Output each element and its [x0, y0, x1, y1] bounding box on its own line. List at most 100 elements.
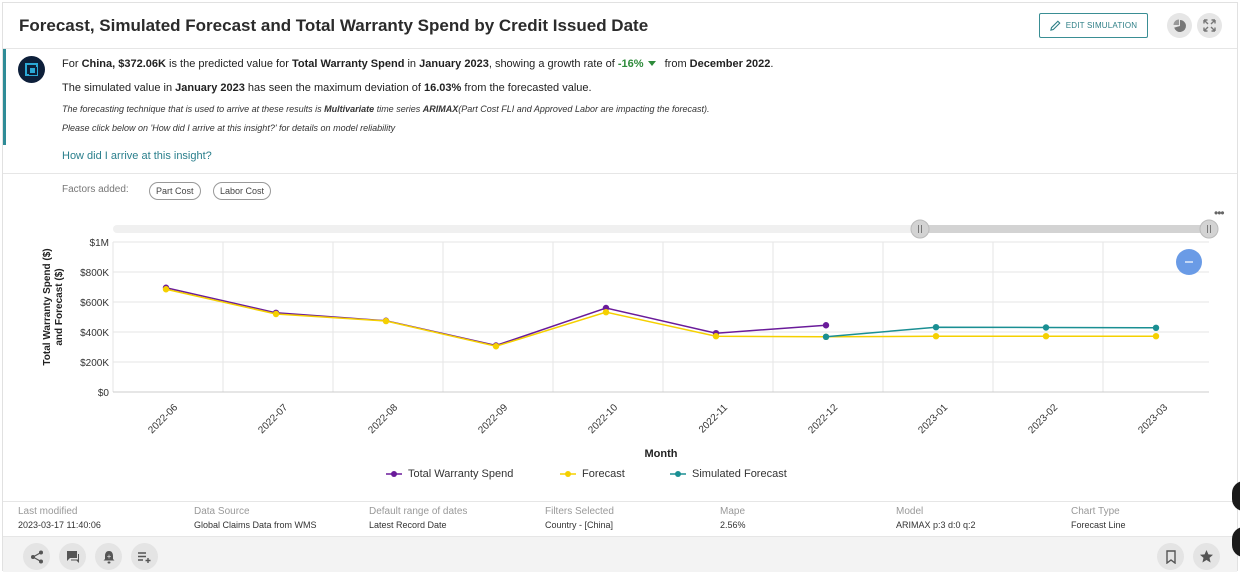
y-axis-label-line-2: and Forecast ($)	[54, 268, 65, 345]
y-tick-label: $1M	[90, 238, 109, 249]
favorite-button[interactable]	[1193, 543, 1220, 570]
share-button[interactable]	[23, 543, 50, 570]
legend-item-forecast[interactable]: Forecast	[560, 467, 625, 481]
x-tick-label: 2022-10	[586, 402, 620, 436]
share-icon	[30, 550, 43, 563]
comment-button[interactable]	[59, 543, 86, 570]
data-point	[712, 333, 720, 340]
legend-marker-purple	[386, 471, 402, 477]
x-tick-label: 2022-08	[366, 402, 400, 436]
minus-icon	[1185, 261, 1193, 263]
x-tick-label: 2022-12	[806, 402, 840, 436]
x-tick-label: 2022-11	[697, 402, 731, 436]
meta-key: Last modified	[18, 506, 78, 517]
y-tick-label: $600K	[80, 298, 109, 309]
text-l2c: from the forecasted value.	[464, 82, 592, 94]
text-l2a: The simulated value in	[62, 82, 173, 94]
text-l2b: has seen the maximum deviation of	[247, 82, 421, 94]
insight-deviation: 16.03%	[424, 82, 462, 94]
data-point	[1042, 333, 1050, 340]
data-point	[932, 324, 940, 331]
chart-type-button[interactable]	[1167, 13, 1192, 38]
meta-filters: Filters Selected Country - [China]	[545, 506, 614, 530]
bookmark-button[interactable]	[1157, 543, 1184, 570]
insight-metric: Total Warranty Spend	[291, 58, 405, 70]
legend-label: Simulated Forecast	[692, 468, 787, 480]
expand-icon	[1203, 19, 1216, 32]
data-point	[822, 333, 830, 340]
svg-text:+: +	[106, 553, 111, 560]
series-line-simulated-forecast	[825, 326, 1157, 338]
data-point	[1152, 324, 1160, 331]
meta-key: Mape	[720, 506, 746, 517]
legend-item-simulated-forecast[interactable]: Simulated Forecast	[670, 467, 787, 481]
data-point	[602, 309, 610, 316]
text-in: in	[407, 58, 417, 70]
data-point	[492, 343, 500, 350]
more-options-icon[interactable]: •••	[1214, 206, 1225, 220]
insight-line-1: For China, $372.06K is the predicted val…	[62, 58, 774, 70]
x-tick-label: 2022-06	[146, 402, 180, 436]
meta-key: Default range of dates	[369, 506, 468, 517]
text-for: For	[62, 58, 79, 70]
data-point	[382, 317, 390, 325]
insight-country: China	[81, 58, 113, 70]
data-point	[1152, 333, 1160, 340]
range-slider-selection[interactable]	[920, 225, 1209, 233]
text-mid: is the predicted value for	[169, 58, 289, 70]
comment-icon	[66, 550, 79, 563]
floating-widget-handle[interactable]	[1232, 481, 1240, 511]
meta-last-modified: Last modified 2023-03-17 11:40:06	[18, 506, 101, 530]
factor-chip-part-cost[interactable]: Part Cost	[149, 182, 201, 200]
x-tick-label: 2022-07	[256, 402, 290, 436]
insight-sim-month: January 2023	[175, 82, 245, 94]
text-l3a: The forecasting technique that is used t…	[62, 104, 322, 114]
chart-grid	[112, 241, 1209, 393]
meta-value: 2.56%	[720, 520, 746, 530]
widget-title: Forecast, Simulated Forecast and Total W…	[19, 16, 649, 35]
insight-prev-month: December 2022	[689, 58, 771, 70]
series-line-forecast	[165, 288, 1156, 348]
meta-date-range: Default range of dates Latest Record Date	[369, 506, 467, 530]
range-slider-handle-left[interactable]	[910, 219, 930, 239]
meta-value: Country - [China]	[545, 520, 614, 530]
insight-line-3: The forecasting technique that is used t…	[62, 104, 710, 114]
pie-chart-icon	[1173, 19, 1186, 32]
edit-simulation-button[interactable]: EDIT SIMULATION	[1039, 13, 1148, 38]
text-l3c: (Part Cost FLI and Approved Labor are im…	[458, 104, 710, 114]
how-did-i-arrive-link[interactable]: How did I arrive at this insight?	[62, 150, 212, 162]
collapse-button[interactable]	[1176, 249, 1202, 275]
x-tick-label: 2022-09	[476, 402, 510, 436]
text-from: from	[664, 58, 687, 70]
insight-accent-bar	[3, 49, 6, 145]
y-tick-label: $0	[98, 388, 110, 399]
meta-value: Latest Record Date	[369, 520, 447, 530]
x-axis-label: Month	[645, 448, 678, 460]
legend-item-total-warranty-spend[interactable]: Total Warranty Spend	[386, 467, 513, 481]
floating-widget-handle[interactable]	[1232, 527, 1240, 557]
add-to-list-button[interactable]	[131, 543, 158, 570]
meta-key: Model	[896, 506, 924, 517]
meta-mape: Mape 2.56%	[720, 506, 746, 530]
meta-data-source: Data Source Global Claims Data from WMS	[194, 506, 317, 530]
x-tick-label: 2023-01	[916, 402, 950, 436]
data-point	[162, 286, 170, 293]
alert-button[interactable]: +	[95, 543, 122, 570]
y-axis-ticks: $0 $200K $400K $600K $800K $1M	[80, 238, 109, 399]
chart-series	[162, 284, 1160, 350]
meta-value: Forecast Line	[1071, 520, 1126, 530]
brand-logo-icon	[18, 56, 45, 83]
y-tick-label: $800K	[80, 268, 109, 279]
meta-model: Model ARIMAX p:3 d:0 q:2	[896, 506, 976, 530]
data-point	[822, 322, 830, 329]
x-tick-label: 2023-02	[1026, 402, 1060, 436]
insight-predicted-value: $372.06K	[118, 58, 166, 70]
range-slider-handle-right[interactable]	[1199, 219, 1219, 239]
meta-value: ARIMAX p:3 d:0 q:2	[896, 520, 976, 530]
insight-line-4: Please click below on 'How did I arrive …	[62, 123, 396, 133]
expand-button[interactable]	[1197, 13, 1222, 38]
meta-key: Filters Selected	[545, 506, 614, 517]
factor-chip-labor-cost[interactable]: Labor Cost	[213, 182, 272, 200]
widget-header: Forecast, Simulated Forecast and Total W…	[3, 3, 1237, 49]
